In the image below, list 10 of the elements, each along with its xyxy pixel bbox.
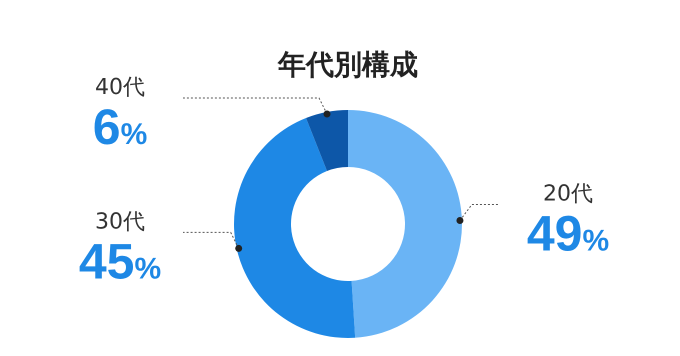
- donut-slice: [234, 118, 356, 338]
- donut-slice: [306, 110, 348, 172]
- slice-label: 40代: [95, 74, 145, 100]
- data-label: 45%: [78, 233, 162, 290]
- donut-slice: [348, 110, 462, 338]
- slice-label: 20代: [543, 181, 593, 206]
- slice-label: 30代: [95, 209, 145, 234]
- data-label: 49%: [526, 205, 610, 262]
- chart-title: 年代別構成: [277, 48, 418, 81]
- data-label: 6%: [92, 98, 148, 155]
